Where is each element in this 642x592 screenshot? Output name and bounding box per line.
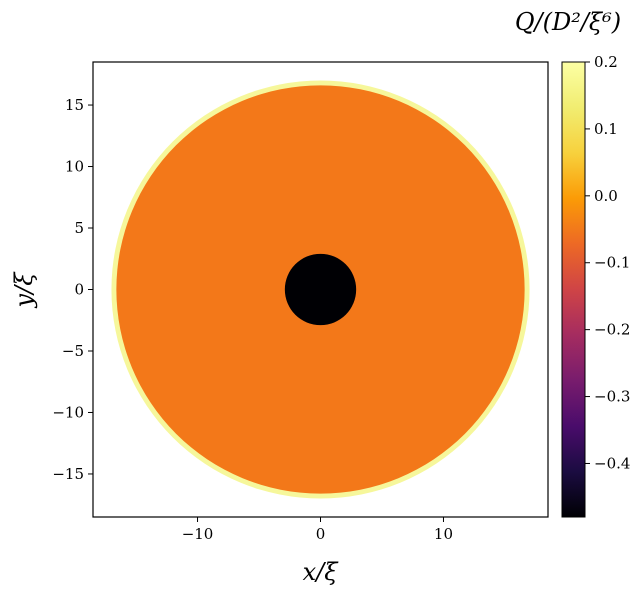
x-axis-label: x/ξ xyxy=(303,558,340,586)
colorbar-tick-label: 0.0 xyxy=(594,187,618,205)
x-tick-label: 0 xyxy=(316,525,326,543)
colorbar-tick-label: 0.1 xyxy=(594,120,618,138)
colorbar-ticks: 0.2 0.1 0.0 −0.1 −0.2 −0.3 −0.4 xyxy=(585,53,630,472)
x-tick-label: 10 xyxy=(434,525,453,543)
colorbar xyxy=(561,61,586,518)
plot-area xyxy=(111,80,530,499)
x-axis-ticks: −10 0 10 xyxy=(182,517,453,543)
colorbar-tick-label: −0.4 xyxy=(594,454,630,472)
y-tick-label: −5 xyxy=(62,342,84,360)
colorbar-tick-label: 0.2 xyxy=(594,53,618,71)
y-tick-label: 15 xyxy=(65,96,84,114)
y-axis-label: y/ξ xyxy=(10,271,38,309)
heatmap-region-core xyxy=(284,253,357,326)
y-tick-label: 10 xyxy=(65,158,84,176)
y-tick-label: 0 xyxy=(74,281,84,299)
y-axis-ticks: −15 −10 −5 0 5 10 15 xyxy=(52,96,93,483)
colorbar-label: Q/(D²/ξ⁶) xyxy=(515,8,621,36)
colorbar-tick-label: −0.2 xyxy=(594,321,630,339)
colorbar-tick-label: −0.1 xyxy=(594,254,630,272)
x-tick-label: −10 xyxy=(182,525,214,543)
y-tick-label: −15 xyxy=(52,465,84,483)
y-tick-label: −10 xyxy=(52,403,84,421)
colorbar-tick-label: −0.3 xyxy=(594,388,630,406)
y-tick-label: 5 xyxy=(74,219,84,237)
